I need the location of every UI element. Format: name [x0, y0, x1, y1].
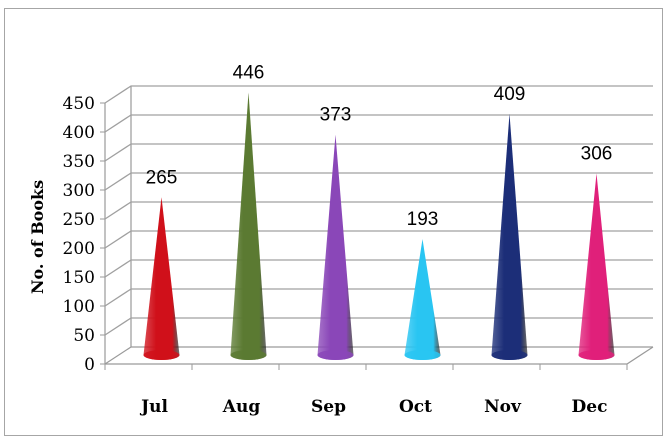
x-category-label: Nov [484, 397, 522, 417]
cone-bar-oct [404, 239, 441, 361]
y-tick-label: 450 [63, 94, 95, 114]
data-label-nov: 409 [494, 84, 526, 105]
x-axis-categories: Jul Aug Sep Oct Nov Dec [139, 397, 607, 417]
cone-base [404, 350, 441, 360]
chart-frame: 0 50 100 150 200 250 300 350 400 450 265 446 373 193… [4, 8, 663, 436]
cone-base [491, 350, 528, 360]
cone-bar-aug [230, 92, 267, 361]
gridline [104, 317, 653, 336]
y-tick-label: 50 [73, 326, 95, 346]
floor-edge [104, 346, 654, 365]
data-label-aug: 446 [233, 62, 265, 83]
chart-walls [104, 86, 654, 365]
x-category-label: Jul [139, 397, 168, 417]
y-tick-label: 150 [63, 268, 95, 288]
gridline [104, 172, 653, 191]
cone-series [143, 92, 615, 361]
y-tick-label: 0 [84, 355, 95, 375]
gridline [104, 114, 653, 133]
y-tick-label: 200 [63, 239, 95, 259]
cone-base [317, 350, 354, 360]
gridline [104, 143, 653, 162]
gridlines [104, 85, 653, 336]
x-category-label: Sep [311, 397, 346, 417]
gridline [104, 259, 653, 278]
x-category-label: Aug [222, 397, 261, 417]
gridline [104, 201, 653, 220]
y-tick-label: 100 [63, 297, 95, 317]
y-axis-ticks: 0 50 100 150 200 250 300 350 400 450 [63, 94, 628, 375]
back-wall-edge [130, 86, 653, 348]
y-tick-label: 400 [63, 123, 95, 143]
data-label-oct: 193 [407, 209, 439, 230]
gridline [104, 288, 653, 307]
y-tick-label: 300 [63, 181, 95, 201]
data-label-sep: 373 [320, 105, 352, 126]
y-tick-label: 250 [63, 210, 95, 230]
x-category-label: Oct [399, 397, 432, 417]
cone-bar-sep [317, 134, 354, 361]
cone-bar-nov [491, 113, 528, 361]
cone-base [143, 350, 180, 360]
x-category-label: Dec [572, 397, 608, 417]
gridline [104, 230, 653, 249]
cone-base [578, 350, 615, 360]
cone-bar-dec [578, 173, 615, 361]
data-label-dec: 306 [581, 144, 613, 165]
cone-bar-jul [143, 197, 180, 361]
data-label-jul: 265 [146, 167, 178, 188]
cone-bar-chart: 0 50 100 150 200 250 300 350 400 450 265 446 373 193… [28, 62, 654, 417]
cone-base [230, 350, 267, 360]
data-labels: 265 446 373 193 409 306 [146, 62, 613, 230]
y-tick-label: 350 [63, 152, 95, 172]
y-axis-label: No. of Books [28, 180, 47, 294]
gridline [104, 85, 653, 104]
